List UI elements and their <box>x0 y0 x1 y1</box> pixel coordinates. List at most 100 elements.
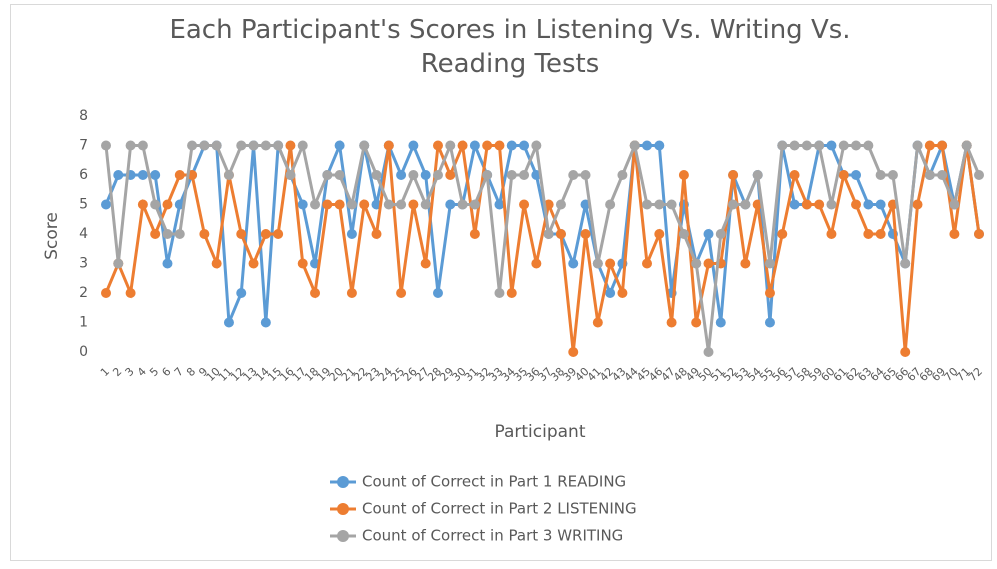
data-point <box>432 140 443 151</box>
data-point <box>826 229 837 239</box>
data-point <box>752 170 763 180</box>
data-point <box>531 140 542 151</box>
data-point <box>469 229 480 239</box>
legend-marker <box>337 503 349 515</box>
data-point <box>531 258 542 269</box>
data-point <box>974 229 984 239</box>
data-point <box>691 258 702 269</box>
data-point <box>838 140 849 151</box>
data-point <box>826 140 837 151</box>
legend-label: Count of Correct in Part 2 LISTENING <box>362 500 637 518</box>
y-tick-label: 6 <box>79 167 88 183</box>
data-point <box>519 199 530 210</box>
data-point <box>789 140 800 151</box>
data-point <box>445 170 456 180</box>
data-point <box>617 170 628 180</box>
data-point <box>666 317 677 328</box>
data-point <box>642 140 653 151</box>
data-point <box>703 229 714 239</box>
data-point <box>457 140 468 151</box>
y-tick-label: 7 <box>79 138 88 154</box>
data-point <box>506 140 517 151</box>
data-point <box>211 140 222 151</box>
data-point <box>396 170 407 180</box>
data-point <box>432 288 443 298</box>
data-point <box>740 199 751 210</box>
data-point <box>728 170 739 180</box>
data-point <box>248 258 259 269</box>
data-point <box>101 199 111 210</box>
data-point <box>863 199 874 210</box>
data-point <box>924 140 935 151</box>
data-point <box>838 170 849 180</box>
data-point <box>285 170 296 180</box>
data-point <box>494 288 505 298</box>
data-point <box>137 170 148 180</box>
data-point <box>334 199 345 210</box>
data-point <box>162 258 173 269</box>
data-point <box>789 199 800 210</box>
series-line <box>104 139 981 324</box>
y-tick-label: 4 <box>79 226 88 242</box>
data-point <box>654 199 665 210</box>
data-point <box>863 140 874 151</box>
data-point <box>162 229 173 239</box>
data-point <box>875 229 886 239</box>
data-point <box>408 170 419 180</box>
data-point <box>236 229 247 239</box>
data-point <box>519 170 530 180</box>
data-point <box>875 170 886 180</box>
data-point <box>592 258 603 269</box>
data-point <box>125 140 136 151</box>
data-point <box>260 317 271 328</box>
data-point <box>974 170 984 180</box>
data-point <box>703 258 714 269</box>
series-line <box>104 139 981 353</box>
data-point <box>764 317 775 328</box>
data-point <box>715 317 726 328</box>
data-point <box>642 258 653 269</box>
data-point <box>801 140 812 151</box>
data-point <box>789 170 800 180</box>
y-tick-label: 2 <box>79 285 88 301</box>
data-point <box>592 317 603 328</box>
data-point <box>346 199 357 210</box>
data-point <box>310 199 321 210</box>
data-point <box>457 199 468 210</box>
data-point <box>445 140 456 151</box>
data-point <box>912 199 923 210</box>
data-point <box>654 140 665 151</box>
data-point <box>863 229 874 239</box>
legend-marker <box>337 476 349 488</box>
data-point <box>260 229 271 239</box>
data-point <box>937 140 948 151</box>
data-point <box>432 170 443 180</box>
data-point <box>961 140 972 151</box>
data-point <box>236 288 247 298</box>
data-point <box>187 140 198 151</box>
data-point <box>740 258 751 269</box>
data-point <box>383 140 394 151</box>
data-point <box>494 199 505 210</box>
data-point <box>851 170 862 180</box>
data-point <box>162 199 173 210</box>
y-tick-label: 1 <box>79 315 88 331</box>
data-point <box>445 199 456 210</box>
data-point <box>617 288 628 298</box>
data-point <box>420 258 431 269</box>
data-point <box>777 140 788 151</box>
data-point <box>678 229 689 239</box>
data-point <box>642 199 653 210</box>
data-point <box>297 199 308 210</box>
y-tick-label: 3 <box>79 256 88 272</box>
data-point <box>605 199 616 210</box>
data-point <box>346 229 357 239</box>
data-point <box>777 229 788 239</box>
data-point <box>605 288 616 298</box>
data-point <box>851 199 862 210</box>
data-point <box>125 288 136 298</box>
data-point <box>310 288 321 298</box>
data-point <box>346 288 357 298</box>
data-point <box>949 199 960 210</box>
